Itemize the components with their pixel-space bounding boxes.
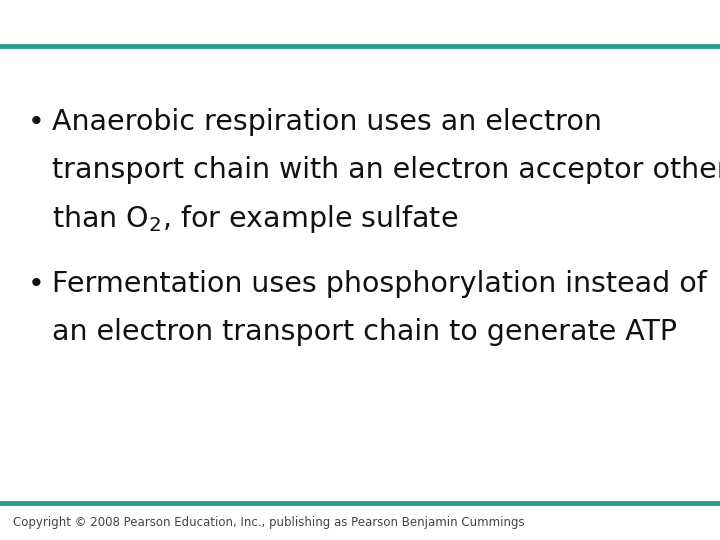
Text: transport chain with an electron acceptor other: transport chain with an electron accepto… — [52, 156, 720, 184]
Text: •: • — [27, 270, 44, 298]
Text: Fermentation uses phosphorylation instead of: Fermentation uses phosphorylation instea… — [52, 270, 706, 298]
Text: than O$_2$, for example sulfate: than O$_2$, for example sulfate — [52, 203, 458, 235]
Text: an electron transport chain to generate ATP: an electron transport chain to generate … — [52, 318, 677, 346]
Text: Copyright © 2008 Pearson Education, Inc., publishing as Pearson Benjamin Cumming: Copyright © 2008 Pearson Education, Inc.… — [13, 516, 525, 529]
Text: •: • — [27, 108, 44, 136]
Text: Anaerobic respiration uses an electron: Anaerobic respiration uses an electron — [52, 108, 602, 136]
